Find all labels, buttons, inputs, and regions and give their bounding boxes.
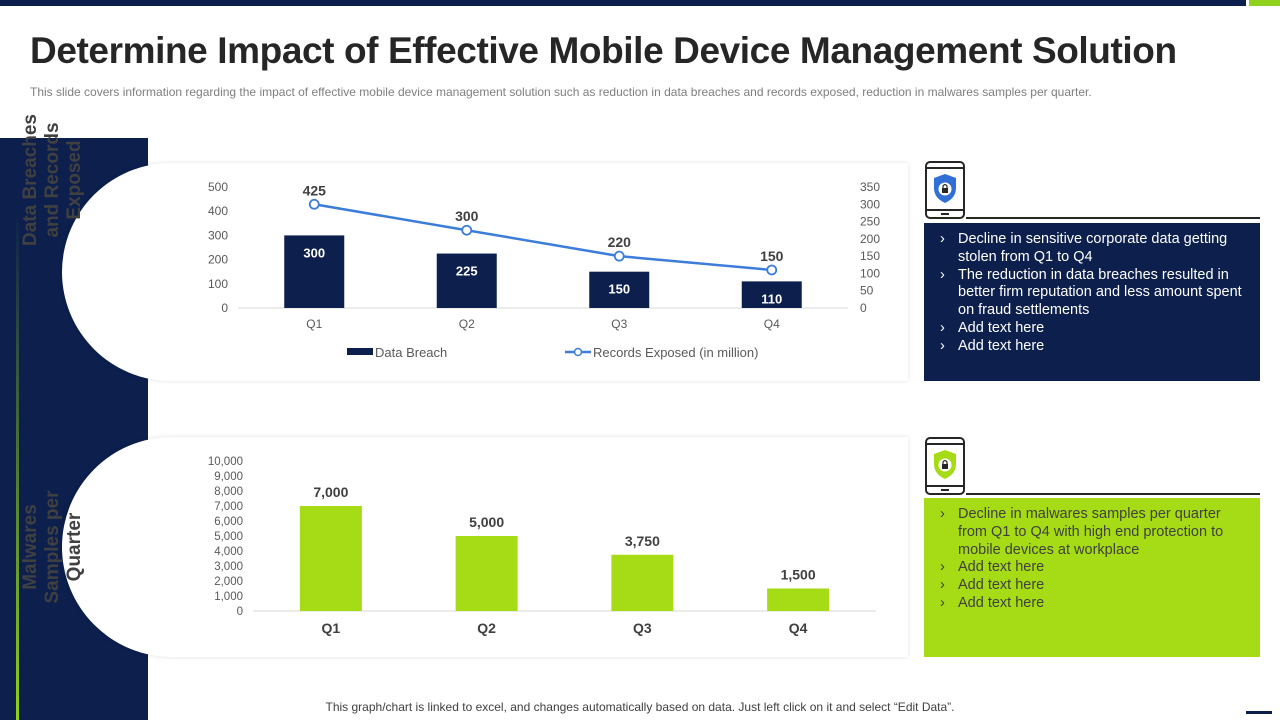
sidebar-green-line bbox=[16, 210, 19, 720]
y-tick-label: 6,000 bbox=[214, 516, 243, 528]
list-item: Decline in sensitive corporate data gett… bbox=[934, 231, 1248, 267]
y-tick-label: 5,000 bbox=[214, 531, 243, 543]
legend-label: Records Exposed (in million) bbox=[593, 345, 758, 360]
bar-value-label: 3,750 bbox=[625, 533, 660, 549]
legend-swatch-data-breach bbox=[347, 348, 373, 355]
top-accent-green bbox=[1249, 0, 1280, 6]
x-tick-label: Q2 bbox=[477, 620, 496, 636]
list-item: Add text here bbox=[934, 320, 1248, 338]
y2-tick-label: 350 bbox=[860, 180, 880, 194]
line-point-records bbox=[613, 250, 625, 262]
y-tick-label: 7,000 bbox=[214, 501, 243, 513]
panel1-divider bbox=[966, 217, 1260, 219]
footer-note: This graph/chart is linked to excel, and… bbox=[325, 700, 955, 714]
mobile-shield-lock-icon bbox=[924, 160, 966, 220]
y2-tick-label: 50 bbox=[860, 284, 874, 298]
y-tick-label: 3,000 bbox=[214, 561, 243, 573]
list-item: Add text here bbox=[934, 577, 1248, 595]
x-tick-label: Q1 bbox=[306, 317, 322, 331]
y-tick-label: 8,000 bbox=[214, 486, 243, 498]
y-tick-label: 400 bbox=[208, 204, 228, 218]
line-value-label: 150 bbox=[760, 248, 784, 264]
y-tick-label: 4,000 bbox=[214, 546, 243, 558]
y-tick-label: 0 bbox=[237, 606, 243, 618]
line-value-label: 425 bbox=[303, 182, 327, 198]
bar-data-breach bbox=[284, 235, 345, 308]
bar-value-label: 300 bbox=[303, 245, 325, 260]
bar-value-label: 7,000 bbox=[313, 484, 348, 500]
y-tick-label: 2,000 bbox=[214, 576, 243, 588]
x-tick-label: Q3 bbox=[633, 620, 652, 636]
list-item: Add text here bbox=[934, 559, 1248, 577]
y2-tick-label: 200 bbox=[860, 232, 880, 246]
panel2-divider bbox=[966, 493, 1260, 495]
breach-insights-box: Decline in sensitive corporate data gett… bbox=[924, 223, 1260, 381]
top-accent-bar bbox=[0, 0, 1246, 6]
y2-tick-label: 150 bbox=[860, 249, 880, 263]
y-tick-label: 300 bbox=[208, 228, 228, 242]
legend-label: Data Breach bbox=[375, 345, 447, 360]
series-line-records bbox=[314, 203, 772, 272]
page-title: Determine Impact of Effective Mobile Dev… bbox=[30, 30, 1177, 71]
y2-tick-label: 300 bbox=[860, 197, 880, 211]
malware-insights-box: Decline in malwares samples per quarter … bbox=[924, 498, 1260, 657]
bar-value-label: 150 bbox=[608, 282, 630, 297]
mobile-shield-lock-icon bbox=[924, 436, 966, 496]
y2-tick-label: 100 bbox=[860, 266, 880, 280]
list-item: Decline in malwares samples per quarter … bbox=[934, 506, 1248, 559]
x-tick-label: Q4 bbox=[764, 317, 780, 331]
list-item: Add text here bbox=[934, 338, 1248, 356]
line-point-records bbox=[461, 224, 473, 236]
legend-marker-records bbox=[573, 347, 583, 357]
line-value-label: 220 bbox=[608, 234, 632, 250]
line-point-records bbox=[766, 264, 778, 276]
y-tick-label: 9,000 bbox=[214, 471, 243, 483]
x-tick-label: Q3 bbox=[611, 317, 627, 331]
y-tick-label: 1,000 bbox=[214, 591, 243, 603]
malware-insights-list: Decline in malwares samples per quarter … bbox=[934, 506, 1248, 613]
bar-malware-samples bbox=[611, 554, 674, 611]
bar-value-label: 225 bbox=[456, 264, 478, 279]
breach-insights-list: Decline in sensitive corporate data gett… bbox=[934, 231, 1248, 356]
y2-tick-label: 0 bbox=[860, 301, 867, 315]
y-tick-label: 10,000 bbox=[208, 456, 243, 468]
y-tick-label: 500 bbox=[208, 180, 228, 194]
line-value-label: 300 bbox=[455, 208, 479, 224]
list-item: The reduction in data breaches resulted … bbox=[934, 267, 1248, 320]
y-tick-label: 100 bbox=[208, 277, 228, 291]
x-tick-label: Q2 bbox=[459, 317, 475, 331]
bar-value-label: 110 bbox=[761, 291, 782, 306]
line-point-records bbox=[308, 198, 320, 210]
bar-value-label: 5,000 bbox=[469, 514, 504, 530]
bar-malware-samples bbox=[767, 588, 830, 611]
bar-malware-samples bbox=[299, 506, 362, 611]
corner-accent bbox=[1246, 711, 1272, 714]
x-tick-label: Q4 bbox=[789, 620, 808, 636]
bar-value-label: 1,500 bbox=[781, 567, 816, 583]
y-tick-label: 200 bbox=[208, 253, 228, 267]
bar-data-breach bbox=[741, 281, 802, 308]
bar-data-breach bbox=[589, 271, 650, 308]
x-tick-label: Q1 bbox=[322, 620, 341, 636]
bar-malware-samples bbox=[455, 536, 518, 611]
y2-tick-label: 250 bbox=[860, 215, 880, 229]
y-tick-label: 0 bbox=[221, 301, 228, 315]
list-item: Add text here bbox=[934, 595, 1248, 613]
page-subtitle: This slide covers information regarding … bbox=[30, 85, 1092, 99]
bar-data-breach bbox=[436, 253, 497, 308]
